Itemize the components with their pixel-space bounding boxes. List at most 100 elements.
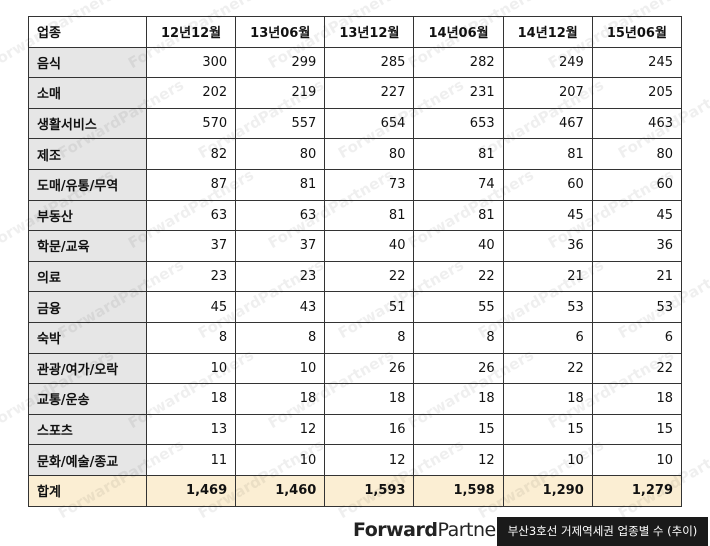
cell: 45 [145, 291, 237, 323]
row-label: 음식 [28, 46, 147, 79]
cell: 45 [591, 199, 683, 232]
table-row: 부동산 63 63 81 81 45 45 [28, 199, 683, 232]
cell: 22 [324, 260, 415, 293]
cell: 654 [324, 107, 415, 140]
cell: 202 [145, 77, 237, 109]
cell: 8 [235, 321, 326, 354]
row-label: 교통/운송 [28, 383, 147, 415]
cell: 18 [413, 383, 504, 415]
cell: 80 [591, 138, 683, 170]
cell: 15 [591, 413, 683, 446]
cell: 245 [591, 46, 683, 79]
cell: 18 [235, 383, 326, 415]
cell: 12 [235, 413, 326, 446]
cell: 21 [502, 260, 593, 293]
cell: 80 [324, 138, 415, 170]
cell: 219 [235, 77, 326, 109]
cell: 13 [145, 413, 237, 446]
cell: 249 [502, 46, 593, 79]
row-label: 문화/예술/종교 [28, 444, 147, 476]
cell: 37 [145, 230, 237, 262]
table-row: 숙박 8 8 8 8 6 6 [28, 321, 683, 354]
cell: 8 [324, 321, 415, 354]
cell: 82 [145, 138, 237, 170]
table-row: 생활서비스 570 557 654 653 467 463 [28, 107, 683, 140]
table-row: 학문/교육 37 37 40 40 36 36 [28, 230, 683, 262]
cell: 45 [502, 199, 593, 232]
cell: 22 [413, 260, 504, 293]
row-label: 합계 [28, 474, 147, 507]
cell: 37 [235, 230, 326, 262]
cell: 36 [591, 230, 683, 262]
row-label: 학문/교육 [28, 230, 147, 262]
cell: 55 [413, 291, 504, 323]
header-cell: 15년06월 [591, 16, 683, 48]
cell: 8 [413, 321, 504, 354]
header-cell: 14년12월 [502, 16, 593, 48]
cell: 18 [324, 383, 415, 415]
header-cell: 13년12월 [324, 16, 415, 48]
cell: 6 [502, 321, 593, 354]
logo-light: Partners [437, 519, 513, 541]
header-cell: 업종 [28, 16, 147, 48]
cell: 1,290 [502, 474, 593, 507]
cell: 300 [145, 46, 237, 79]
cell: 53 [502, 291, 593, 323]
cell: 21 [591, 260, 683, 293]
table-row: 소매 202 219 227 231 207 205 [28, 77, 683, 109]
row-label: 금융 [28, 291, 147, 323]
cell: 10 [145, 352, 237, 385]
cell: 12 [413, 444, 504, 476]
cell: 81 [235, 168, 326, 201]
cell: 60 [591, 168, 683, 201]
cell: 81 [502, 138, 593, 170]
cell: 18 [591, 383, 683, 415]
cell: 285 [324, 46, 415, 79]
row-label: 스포츠 [28, 413, 147, 446]
table-row: 스포츠 13 12 16 15 15 15 [28, 413, 683, 446]
cell: 26 [413, 352, 504, 385]
cell: 10 [591, 444, 683, 476]
cell: 10 [502, 444, 593, 476]
cell: 11 [145, 444, 237, 476]
cell: 63 [145, 199, 237, 232]
cell: 1,593 [324, 474, 415, 507]
table-row: 제조 82 80 80 81 81 80 [28, 138, 683, 170]
cell: 26 [324, 352, 415, 385]
cell: 299 [235, 46, 326, 79]
cell: 227 [324, 77, 415, 109]
data-table: 업종 12년12월 13년06월 13년12월 14년06월 14년12월 15년06월 음… [28, 16, 683, 507]
logo-bold: Forward [353, 519, 438, 541]
cell: 1,460 [235, 474, 326, 507]
row-label: 의료 [28, 260, 147, 293]
cell: 40 [413, 230, 504, 262]
cell: 1,469 [145, 474, 237, 507]
cell: 12 [324, 444, 415, 476]
cell: 6 [591, 321, 683, 354]
cell: 205 [591, 77, 683, 109]
table-row: 음식 300 299 285 282 249 245 [28, 46, 683, 79]
cell: 653 [413, 107, 504, 140]
cell: 18 [502, 383, 593, 415]
cell: 282 [413, 46, 504, 79]
header-cell: 12년12월 [145, 16, 237, 48]
caption: 부산3호선 거제역세권 업종별 수 (추이) [497, 517, 708, 546]
cell: 40 [324, 230, 415, 262]
cell: 467 [502, 107, 593, 140]
table-row: 의료 23 23 22 22 21 21 [28, 260, 683, 293]
row-label: 부동산 [28, 199, 147, 232]
cell: 74 [413, 168, 504, 201]
cell: 15 [413, 413, 504, 446]
cell: 557 [235, 107, 326, 140]
header-row: 업종 12년12월 13년06월 13년12월 14년06월 14년12월 15년06월 [28, 16, 683, 48]
cell: 87 [145, 168, 237, 201]
header-cell: 13년06월 [235, 16, 326, 48]
cell: 81 [413, 199, 504, 232]
table-row: 관광/여가/오락 10 10 26 26 22 22 [28, 352, 683, 385]
cell: 51 [324, 291, 415, 323]
cell: 1,279 [591, 474, 683, 507]
row-label: 관광/여가/오락 [28, 352, 147, 385]
cell: 10 [235, 352, 326, 385]
cell: 463 [591, 107, 683, 140]
